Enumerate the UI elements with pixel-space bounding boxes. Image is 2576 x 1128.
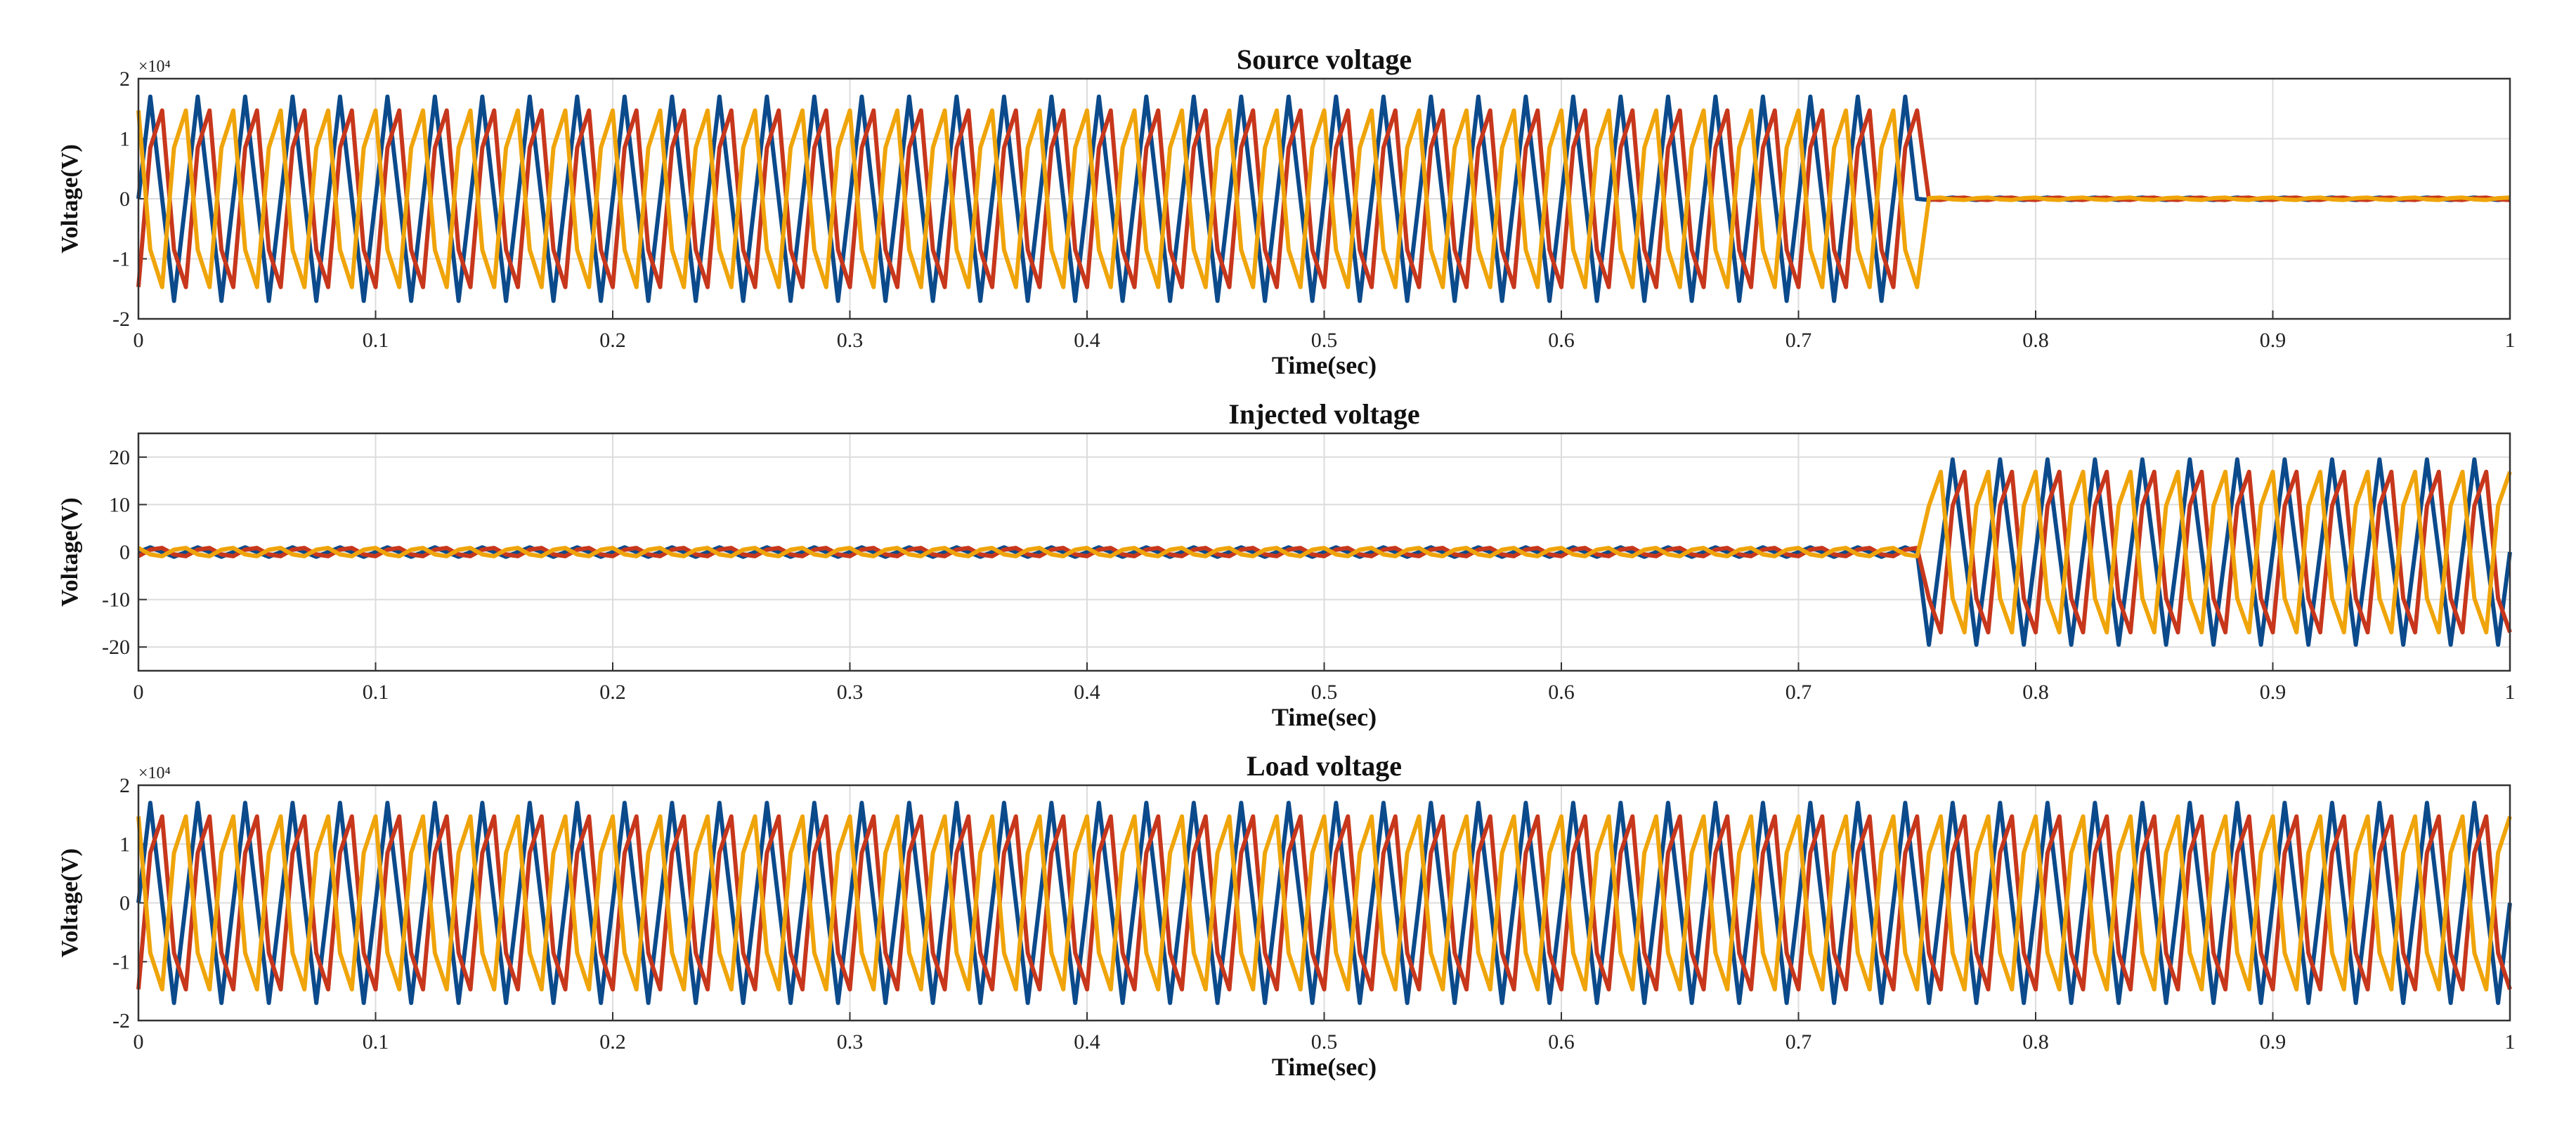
axes-box — [137, 784, 2511, 1022]
chart-title: Injected voltage — [1228, 398, 1419, 430]
x-tick-label: 0.8 — [2022, 329, 2049, 352]
series-line — [136, 108, 2511, 289]
x-tick-label: 1 — [2505, 329, 2516, 352]
y-tick-label: 2 — [119, 774, 130, 797]
x-axis-label: Time(sec) — [1272, 351, 1377, 379]
y-tick-label: -20 — [102, 636, 130, 659]
x-tick-label: 0.7 — [1785, 1030, 1812, 1054]
axes-box — [137, 77, 2511, 320]
x-tick-label: 0.5 — [1311, 1030, 1338, 1054]
y-tick-label: 1 — [119, 128, 130, 151]
y-tick-label: -1 — [112, 248, 130, 271]
y-axis-label: Voltage(V) — [57, 848, 83, 958]
y-tick-label: 0 — [119, 188, 130, 211]
x-axis-label: Time(sec) — [1272, 703, 1377, 731]
y-tick-label: 0 — [119, 892, 130, 915]
x-tick-label: 0.7 — [1785, 681, 1812, 704]
series-line — [137, 469, 2512, 635]
x-tick-label: 0 — [134, 329, 144, 352]
x-axis-label: Time(sec) — [1272, 1053, 1377, 1081]
x-tick-label: 0.3 — [837, 329, 864, 352]
x-tick-label: 0.7 — [1785, 329, 1812, 352]
x-tick-label: 0.1 — [363, 1030, 389, 1054]
y-tick-label: 0 — [119, 541, 130, 564]
x-tick-label: 0.2 — [599, 1030, 626, 1054]
y-tick-label: 20 — [109, 446, 130, 469]
x-tick-label: 0.8 — [2022, 1030, 2049, 1054]
chart-title: Source voltage — [1237, 44, 1412, 75]
x-tick-label: 0.6 — [1548, 329, 1575, 352]
y-axis-label: Voltage(V) — [57, 497, 83, 607]
x-tick-label: 0.5 — [1311, 329, 1338, 352]
x-tick-label: 0.1 — [363, 681, 389, 704]
chart-title: Load voltage — [1247, 750, 1402, 782]
axes-box — [137, 432, 2511, 672]
x-tick-label: 0.3 — [837, 1030, 864, 1054]
x-tick-label: 0.1 — [363, 329, 389, 352]
y-tick-label: -10 — [102, 589, 130, 612]
x-tick-label: 0 — [134, 681, 144, 704]
x-tick-label: 0.9 — [2260, 1030, 2286, 1054]
x-tick-label: 0.9 — [2260, 329, 2286, 352]
y-tick-label: -2 — [112, 1009, 130, 1032]
y-multiplier: ×10⁴ — [138, 764, 171, 782]
x-tick-label: 0.6 — [1548, 1030, 1575, 1054]
x-tick-label: 0.5 — [1311, 681, 1338, 704]
x-tick-label: 0.2 — [599, 329, 626, 352]
x-tick-label: 0.9 — [2260, 681, 2286, 704]
y-tick-label: 2 — [119, 67, 130, 91]
y-multiplier: ×10⁴ — [138, 58, 171, 76]
x-tick-label: 0.2 — [599, 681, 626, 704]
y-tick-label: 1 — [119, 833, 130, 856]
y-tick-label: -2 — [112, 308, 130, 331]
series-line — [136, 814, 2512, 992]
x-tick-label: 0.3 — [837, 681, 864, 704]
x-tick-label: 0 — [134, 1030, 144, 1054]
x-tick-label: 0.4 — [1074, 1030, 1100, 1054]
x-tick-label: 0.6 — [1548, 681, 1575, 704]
x-tick-label: 0.8 — [2022, 681, 2049, 704]
y-tick-label: 10 — [109, 493, 130, 516]
x-tick-label: 1 — [2505, 1030, 2516, 1054]
x-tick-label: 1 — [2505, 681, 2516, 704]
x-tick-label: 0.4 — [1074, 329, 1100, 352]
y-tick-label: -1 — [112, 950, 130, 973]
y-axis-label: Voltage(V) — [57, 144, 83, 254]
x-tick-label: 0.4 — [1074, 681, 1100, 704]
